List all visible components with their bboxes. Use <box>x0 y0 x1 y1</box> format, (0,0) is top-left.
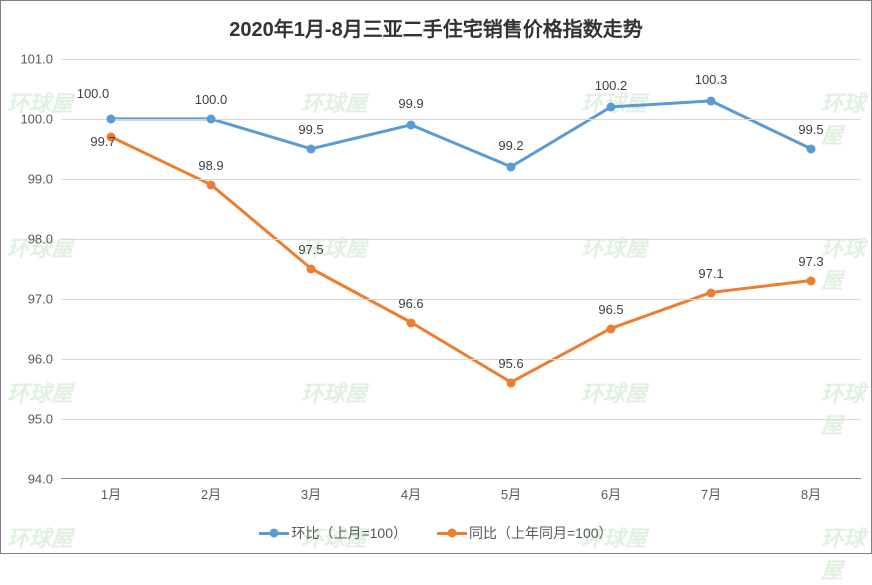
data-marker <box>807 277 816 286</box>
data-marker <box>307 145 316 154</box>
chart-title: 2020年1月-8月三亚二手住宅销售价格指数走势 <box>1 13 871 42</box>
gridline <box>61 239 861 240</box>
gridline <box>61 299 861 300</box>
data-label: 97.1 <box>698 266 723 281</box>
gridline <box>61 419 861 420</box>
x-tick-label: 7月 <box>701 478 721 503</box>
data-label: 100.3 <box>695 72 728 87</box>
y-tick-label: 94.0 <box>28 472 61 487</box>
data-label: 96.5 <box>598 302 623 317</box>
x-tick-label: 8月 <box>801 478 821 503</box>
data-label: 99.2 <box>498 138 523 153</box>
gridline <box>61 179 861 180</box>
data-label: 100.0 <box>195 92 228 107</box>
data-marker <box>707 97 716 106</box>
chart-frame: 环球屋环球屋环球屋环球屋环球屋环球屋环球屋环球屋环球屋环球屋环球屋环球屋环球屋环… <box>0 0 872 554</box>
y-tick-label: 95.0 <box>28 412 61 427</box>
data-marker <box>407 121 416 130</box>
data-label: 97.3 <box>798 254 823 269</box>
data-label: 99.7 <box>90 134 115 149</box>
legend-item: 环比（上月=100） <box>259 523 407 543</box>
data-marker <box>607 325 616 334</box>
data-marker <box>307 265 316 274</box>
x-tick-label: 3月 <box>301 478 321 503</box>
series-line <box>111 101 811 167</box>
data-label: 99.5 <box>298 122 323 137</box>
gridline <box>61 119 861 120</box>
data-label: 100.0 <box>77 86 110 101</box>
data-label: 99.9 <box>398 96 423 111</box>
x-tick-label: 2月 <box>201 478 221 503</box>
y-tick-label: 101.0 <box>20 52 61 67</box>
gridline <box>61 59 861 60</box>
gridline <box>61 359 861 360</box>
data-marker <box>607 103 616 112</box>
y-tick-label: 98.0 <box>28 232 61 247</box>
data-marker <box>207 115 216 124</box>
data-marker <box>807 145 816 154</box>
lines-layer <box>61 59 861 478</box>
data-label: 100.2 <box>595 78 628 93</box>
data-marker <box>707 289 716 298</box>
x-tick-label: 4月 <box>401 478 421 503</box>
data-marker <box>207 181 216 190</box>
data-label: 99.5 <box>798 122 823 137</box>
series-line <box>111 137 811 382</box>
plot-area: 94.095.096.097.098.099.0100.0101.01月2月3月… <box>61 59 861 479</box>
data-label: 96.6 <box>398 296 423 311</box>
data-label: 95.6 <box>498 356 523 371</box>
legend-label: 同比（上年同月=100） <box>469 523 613 543</box>
data-marker <box>107 115 116 124</box>
data-marker <box>507 163 516 172</box>
data-label: 97.5 <box>298 242 323 257</box>
legend-label: 环比（上月=100） <box>291 523 407 543</box>
x-tick-label: 1月 <box>101 478 121 503</box>
legend-item: 同比（上年同月=100） <box>437 523 613 543</box>
y-tick-label: 96.0 <box>28 352 61 367</box>
y-tick-label: 99.0 <box>28 172 61 187</box>
data-marker <box>507 379 516 388</box>
data-label: 98.9 <box>198 158 223 173</box>
y-tick-label: 97.0 <box>28 292 61 307</box>
x-tick-label: 5月 <box>501 478 521 503</box>
legend: 环比（上月=100） 同比（上年同月=100） <box>1 523 871 543</box>
data-marker <box>407 319 416 328</box>
x-tick-label: 6月 <box>601 478 621 503</box>
y-tick-label: 100.0 <box>20 112 61 127</box>
